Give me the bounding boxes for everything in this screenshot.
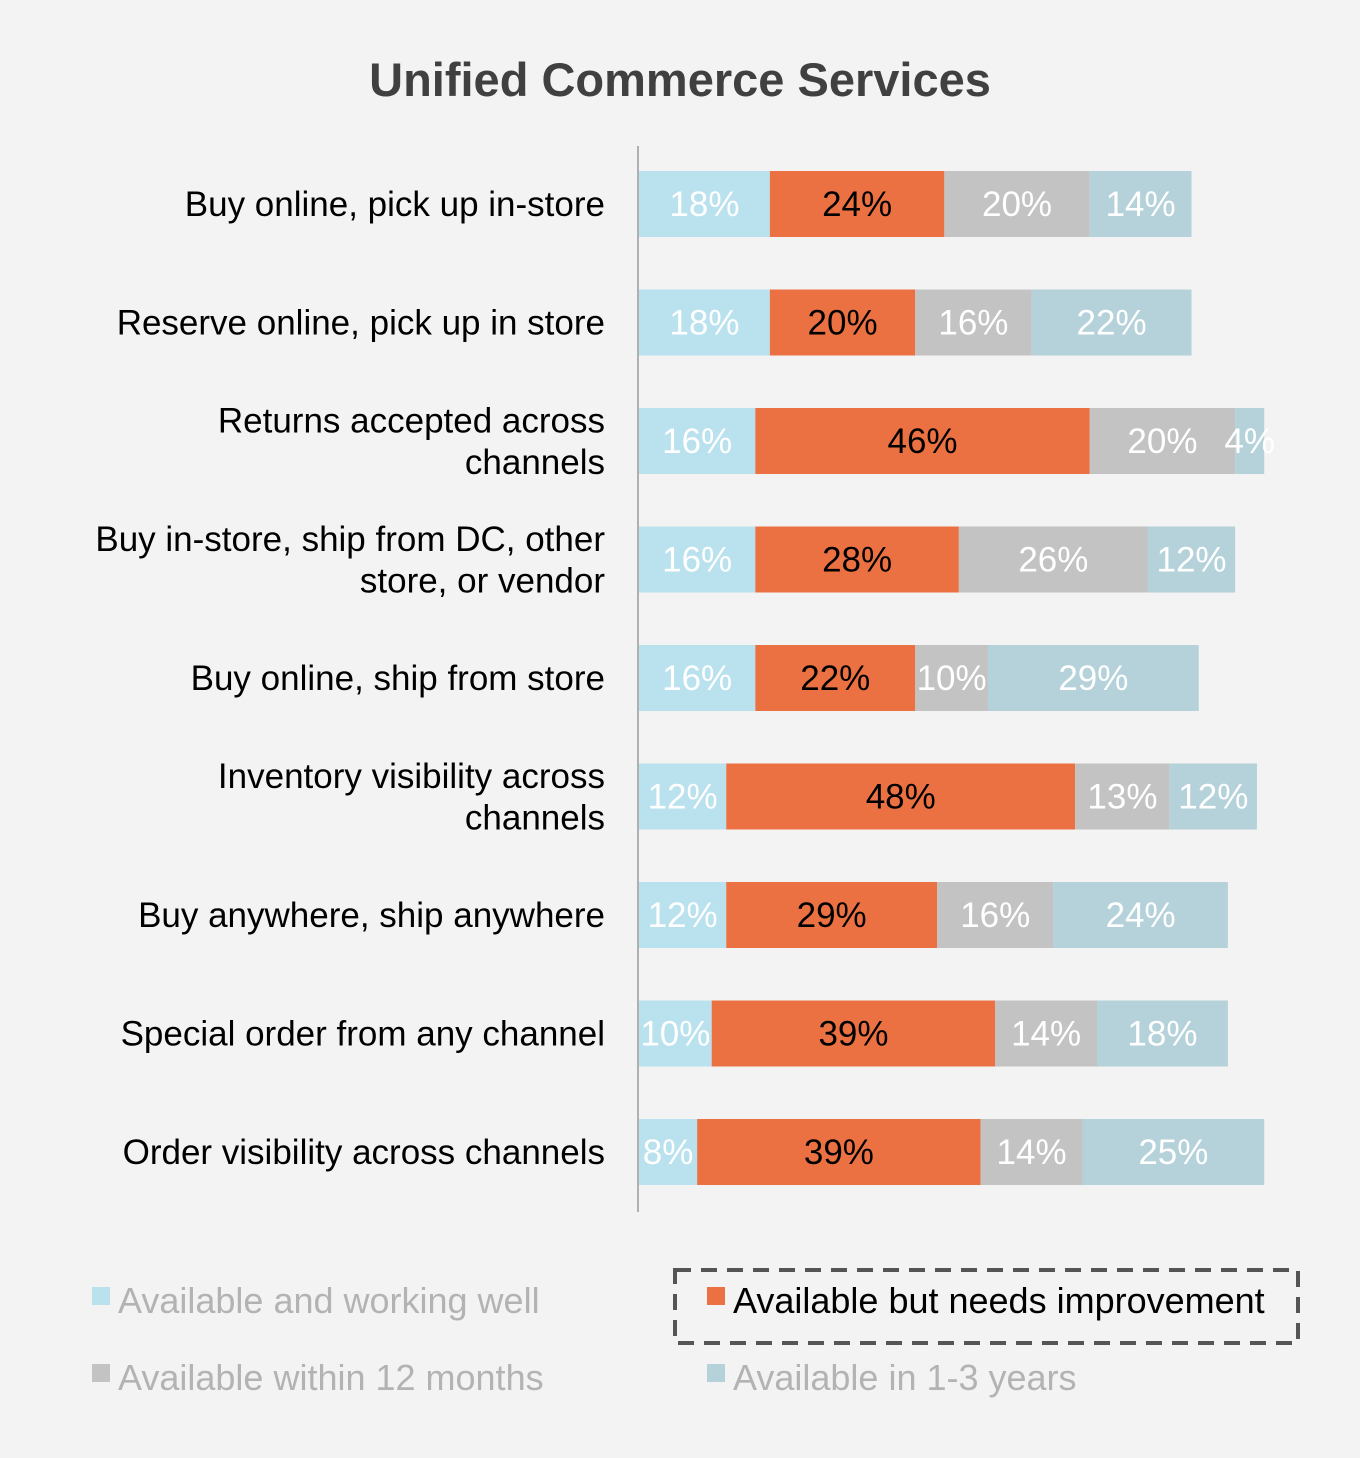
data-label-available-but-needs-improvement-2: 20%: [808, 304, 878, 343]
bar-available-within-12-months-8: [995, 1000, 1098, 1067]
bar-available-and-working-well-1: [639, 171, 770, 237]
data-label-available-and-working-well-9: 8%: [643, 1133, 694, 1172]
bar-available-within-12-months-6: [1075, 763, 1170, 830]
bar-available-and-working-well-4: [639, 526, 756, 593]
data-label-available-and-working-well-2: 18%: [669, 304, 739, 343]
data-label-available-and-working-well-3: 16%: [662, 422, 732, 461]
legend-label-available-in-1-3-years: Available in 1-3 years: [733, 1357, 1077, 1398]
bar-available-within-12-months-1: [944, 171, 1090, 237]
bar-available-and-working-well-2: [639, 289, 770, 356]
bar-available-in-1-3-years-4: [1147, 526, 1236, 593]
bar-available-in-1-3-years-2: [1031, 289, 1192, 356]
data-label-available-but-needs-improvement-8: 39%: [818, 1015, 888, 1054]
data-label-available-within-12-months-4: 26%: [1018, 541, 1088, 580]
legend-label-available-and-working-well: Available and working well: [118, 1280, 540, 1321]
data-label-available-but-needs-improvement-5: 22%: [800, 659, 870, 698]
data-label-available-in-1-3-years-7: 24%: [1106, 896, 1176, 935]
bars: 18% 24% 20% 14% 18% 20% 16% 22% 16% 46% 20% 4% 16% 28…: [639, 171, 1275, 1185]
data-label-available-within-12-months-9: 14%: [997, 1133, 1067, 1172]
category-label-9: Order visibility across channels: [123, 1133, 605, 1172]
bar-available-within-12-months-4: [958, 526, 1148, 593]
data-label-available-and-working-well-8: 10%: [640, 1015, 710, 1054]
data-label-available-in-1-3-years-6: 12%: [1178, 778, 1248, 817]
bar-available-in-1-3-years-6: [1169, 763, 1257, 830]
data-label-available-but-needs-improvement-4: 28%: [822, 541, 892, 580]
bar-available-and-working-well-8: [639, 1000, 712, 1067]
category-label-1: Buy online, pick up in-store: [185, 185, 605, 224]
data-label-available-and-working-well-1: 18%: [669, 185, 739, 224]
bar-available-but-needs-improvement-3: [755, 408, 1090, 474]
bar-available-but-needs-improvement-5: [755, 645, 916, 711]
bar-available-but-needs-improvement-4: [755, 526, 959, 593]
legend-label-available-within-12-months: Available within 12 months: [118, 1357, 544, 1398]
data-label-available-within-12-months-3: 20%: [1127, 422, 1197, 461]
category-label-3-line-2: channels: [465, 443, 605, 482]
bar-available-but-needs-improvement-9: [697, 1119, 981, 1185]
data-label-available-in-1-3-years-3: 4%: [1224, 422, 1275, 461]
data-label-available-in-1-3-years-4: 12%: [1156, 541, 1226, 580]
bar-available-and-working-well-7: [639, 882, 727, 948]
legend-swatch-available-within-12-months: [92, 1364, 110, 1382]
category-label-6-line-2: channels: [465, 798, 605, 837]
bar-available-in-1-3-years-8: [1097, 1000, 1228, 1067]
category-label-5: Buy online, ship from store: [191, 659, 605, 698]
bar-available-but-needs-improvement-7: [726, 882, 938, 948]
category-label-4-line-2: store, or vendor: [360, 561, 605, 600]
bar-available-within-12-months-5: [915, 645, 988, 711]
bar-available-in-1-3-years-1: [1089, 171, 1192, 237]
legend-label-available-but-needs-improvement: Available but needs improvement: [733, 1280, 1265, 1321]
data-label-available-in-1-3-years-1: 14%: [1106, 185, 1176, 224]
category-label-4-line-1: Buy in-store, ship from DC, other: [95, 520, 605, 559]
bar-available-in-1-3-years-9: [1082, 1119, 1265, 1185]
chart-title: Unified Commerce Services: [369, 53, 991, 106]
legend: Available and working well Available but …: [92, 1268, 1300, 1398]
category-label-6-line-1: Inventory visibility across: [218, 757, 605, 796]
data-label-available-and-working-well-6: 12%: [648, 778, 718, 817]
data-label-available-and-working-well-7: 12%: [648, 896, 718, 935]
data-label-available-and-working-well-4: 16%: [662, 541, 732, 580]
category-labels: Buy online, pick up in-store Reserve onli…: [95, 185, 605, 1172]
bar-available-and-working-well-5: [639, 645, 756, 711]
bar-available-but-needs-improvement-1: [769, 171, 945, 237]
legend-swatch-available-in-1-3-years: [707, 1364, 725, 1382]
bar-available-and-working-well-6: [639, 763, 727, 830]
data-label-available-and-working-well-5: 16%: [662, 659, 732, 698]
bar-available-in-1-3-years-5: [987, 645, 1199, 711]
bar-available-and-working-well-9: [639, 1119, 698, 1185]
bar-available-but-needs-improvement-8: [711, 1000, 996, 1067]
data-label-available-within-12-months-8: 14%: [1011, 1015, 1081, 1054]
data-label-available-but-needs-improvement-3: 46%: [887, 422, 957, 461]
bar-available-in-1-3-years-3: [1235, 408, 1265, 474]
bar-available-within-12-months-3: [1089, 408, 1236, 474]
bar-available-within-12-months-7: [937, 882, 1054, 948]
category-label-7: Buy anywhere, ship anywhere: [138, 896, 605, 935]
data-label-available-but-needs-improvement-9: 39%: [804, 1133, 874, 1172]
data-label-available-in-1-3-years-2: 22%: [1077, 304, 1147, 343]
data-label-available-in-1-3-years-5: 29%: [1058, 659, 1128, 698]
data-label-available-in-1-3-years-8: 18%: [1127, 1015, 1197, 1054]
bar-available-in-1-3-years-7: [1053, 882, 1228, 948]
data-label-available-within-12-months-1: 20%: [982, 185, 1052, 224]
bar-available-but-needs-improvement-2: [769, 289, 916, 356]
data-label-available-within-12-months-2: 16%: [938, 304, 1008, 343]
bar-available-and-working-well-3: [639, 408, 756, 474]
data-label-available-within-12-months-6: 13%: [1087, 778, 1157, 817]
data-label-available-but-needs-improvement-1: 24%: [822, 185, 892, 224]
category-label-2: Reserve online, pick up in store: [117, 304, 605, 343]
bar-available-within-12-months-2: [915, 289, 1032, 356]
data-label-available-but-needs-improvement-7: 29%: [797, 896, 867, 935]
data-label-available-within-12-months-7: 16%: [960, 896, 1030, 935]
data-label-available-within-12-months-5: 10%: [917, 659, 987, 698]
bar-available-but-needs-improvement-6: [726, 763, 1076, 830]
data-label-available-in-1-3-years-9: 25%: [1138, 1133, 1208, 1172]
bar-available-within-12-months-9: [980, 1119, 1083, 1185]
legend-swatch-available-and-working-well: [92, 1287, 110, 1305]
legend-highlight-box: [673, 1268, 1300, 1345]
data-label-available-but-needs-improvement-6: 48%: [866, 778, 936, 817]
category-label-8: Special order from any channel: [121, 1015, 605, 1054]
category-label-3-line-1: Returns accepted across: [218, 401, 605, 440]
legend-swatch-available-but-needs-improvement: [707, 1287, 725, 1305]
